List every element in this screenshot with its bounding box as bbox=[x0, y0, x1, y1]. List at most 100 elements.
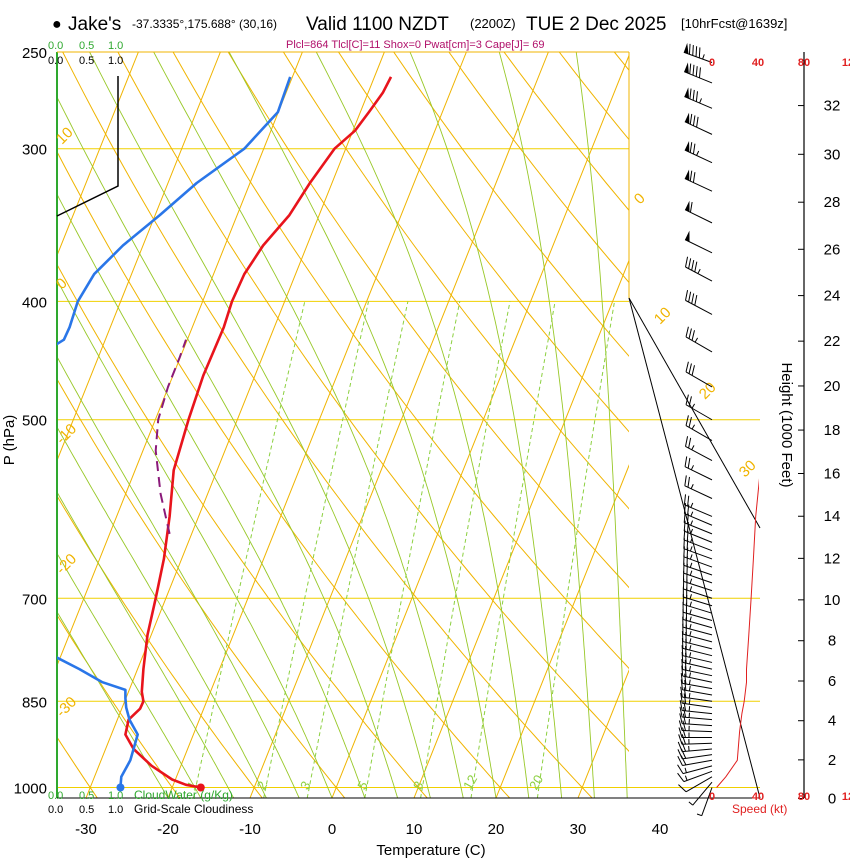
wind-barb-flag bbox=[685, 646, 687, 657]
isotherm-line bbox=[495, 464, 629, 798]
wind-barb-staff bbox=[683, 530, 713, 543]
height-tick-label: 12 bbox=[824, 550, 841, 567]
moist-adiabat bbox=[57, 552, 202, 798]
wind-barb bbox=[681, 659, 713, 677]
wind-barb-flag bbox=[683, 700, 687, 711]
wind-barb-flag bbox=[679, 713, 683, 724]
top-cloud-tick-2: 1.0 bbox=[108, 40, 123, 52]
wind-barb-staff bbox=[682, 702, 713, 708]
zulu-time: (2200Z) bbox=[470, 16, 516, 31]
height-tick-label: 22 bbox=[824, 333, 841, 350]
wind-barb-staff bbox=[682, 765, 713, 775]
moist-adiabat bbox=[57, 96, 399, 798]
wind-barb-staff bbox=[683, 71, 713, 84]
wind-panel-diagonal-upper bbox=[628, 297, 761, 529]
sounding-traces bbox=[57, 76, 393, 792]
wind-barb-half-flag bbox=[702, 54, 705, 60]
dry-adiabat bbox=[57, 150, 511, 798]
wind-barb bbox=[685, 290, 713, 315]
wind-barb-flag bbox=[688, 437, 692, 449]
wind-barb bbox=[680, 686, 713, 702]
wind-barb-flag bbox=[685, 256, 689, 268]
wind-barb-half-flag bbox=[688, 679, 691, 685]
wind-barb-flag bbox=[688, 291, 692, 303]
wind-barb bbox=[684, 169, 713, 192]
wind-barb-staff bbox=[682, 754, 713, 760]
y-tick-label: 400 bbox=[22, 294, 47, 311]
wind-barb bbox=[681, 631, 713, 650]
mixing-ratio-line bbox=[306, 301, 409, 798]
wind-barb-staff bbox=[682, 675, 713, 683]
wind-barb-half-flag bbox=[696, 150, 700, 156]
y-tick-label: 850 bbox=[22, 694, 47, 711]
dry-adiabat bbox=[282, 52, 629, 510]
x-tick-label: -10 bbox=[239, 821, 261, 838]
wind-barb-half-flag bbox=[689, 586, 693, 592]
mixing-ratio-line bbox=[420, 301, 511, 798]
moist-adiabat bbox=[153, 52, 464, 798]
moist-adiabat bbox=[57, 491, 234, 798]
wind-barb-staff bbox=[683, 548, 713, 560]
forecast-date: TUE 2 Dec 2025 bbox=[526, 14, 666, 35]
moist-adiabat bbox=[228, 52, 497, 798]
dry-adiabat bbox=[338, 52, 629, 433]
wind-barb-half-flag bbox=[689, 652, 692, 658]
wind-barb-half-flag bbox=[689, 638, 692, 644]
y-tick-label: 1000 bbox=[14, 780, 47, 797]
bottom-cover-tick-1: 0.5 bbox=[79, 804, 94, 816]
speed-tick-label: 0 bbox=[709, 57, 715, 69]
wind-barb-flag bbox=[688, 363, 692, 374]
wind-barb-flag bbox=[692, 115, 696, 126]
y-tick-label: 300 bbox=[22, 142, 47, 159]
height-tick-label: 32 bbox=[824, 98, 841, 115]
wind-barb-half-flag bbox=[689, 594, 692, 600]
wind-barb-half-flag bbox=[689, 578, 693, 584]
height-tick-label: 20 bbox=[824, 378, 841, 395]
mixing-ratio-label: 12 bbox=[460, 772, 480, 792]
wind-barb-flag bbox=[688, 417, 692, 428]
y-tick-label: 250 bbox=[22, 45, 47, 62]
wind-barb-pennant bbox=[684, 62, 689, 74]
wind-barb-flag bbox=[682, 707, 687, 718]
wind-barb-flag bbox=[688, 328, 692, 339]
wind-barb-flag bbox=[680, 679, 683, 690]
bottom-cover-tick-0: 0.0 bbox=[48, 804, 63, 816]
wind-barb-half-flag bbox=[688, 693, 691, 699]
wind-barb bbox=[679, 713, 713, 727]
wind-barb-half-flag bbox=[697, 268, 701, 274]
wind-barb-half-flag bbox=[689, 665, 692, 672]
mixing-ratio-line bbox=[263, 301, 369, 798]
wind-barb bbox=[680, 692, 713, 708]
wind-barb bbox=[681, 665, 713, 683]
wind-barb bbox=[684, 230, 713, 254]
wind-barb-flag bbox=[692, 64, 695, 76]
x-tick-label: -20 bbox=[157, 821, 179, 838]
moist-adiabat bbox=[498, 52, 595, 798]
wind-barb-flag bbox=[692, 143, 696, 155]
wind-barb-flag bbox=[687, 476, 690, 488]
wind-barb-staff bbox=[683, 618, 713, 629]
x-tick-label: 10 bbox=[406, 821, 423, 838]
dry-adiabat-label: 0 bbox=[631, 190, 649, 208]
wind-barb-staff bbox=[684, 466, 713, 481]
wind-barb-staff bbox=[683, 611, 713, 622]
wind-barb-staff bbox=[684, 149, 713, 164]
x-tick-label: 0 bbox=[328, 821, 336, 838]
wind-barb-half-flag bbox=[690, 502, 694, 508]
bottom-cloud-tick-2: 1.0 bbox=[108, 790, 123, 802]
wind-barb-staff bbox=[684, 178, 713, 192]
wind-barb bbox=[679, 706, 713, 721]
height-tick-label: 2 bbox=[828, 752, 836, 769]
y-tick-label: 700 bbox=[22, 591, 47, 608]
wind-barb-flag bbox=[691, 293, 695, 304]
wind-barb-pennant bbox=[684, 87, 689, 99]
wind-barb-staff bbox=[682, 709, 713, 715]
wind-barb-flag bbox=[684, 673, 687, 685]
speed-tick-label: 40 bbox=[752, 57, 764, 69]
wind-barb-staff bbox=[684, 239, 713, 254]
wind-barbs bbox=[677, 42, 713, 817]
parcel-line bbox=[154, 339, 187, 535]
speed-tick-label: 12 bbox=[842, 57, 850, 69]
wind-barb-staff bbox=[685, 336, 713, 353]
